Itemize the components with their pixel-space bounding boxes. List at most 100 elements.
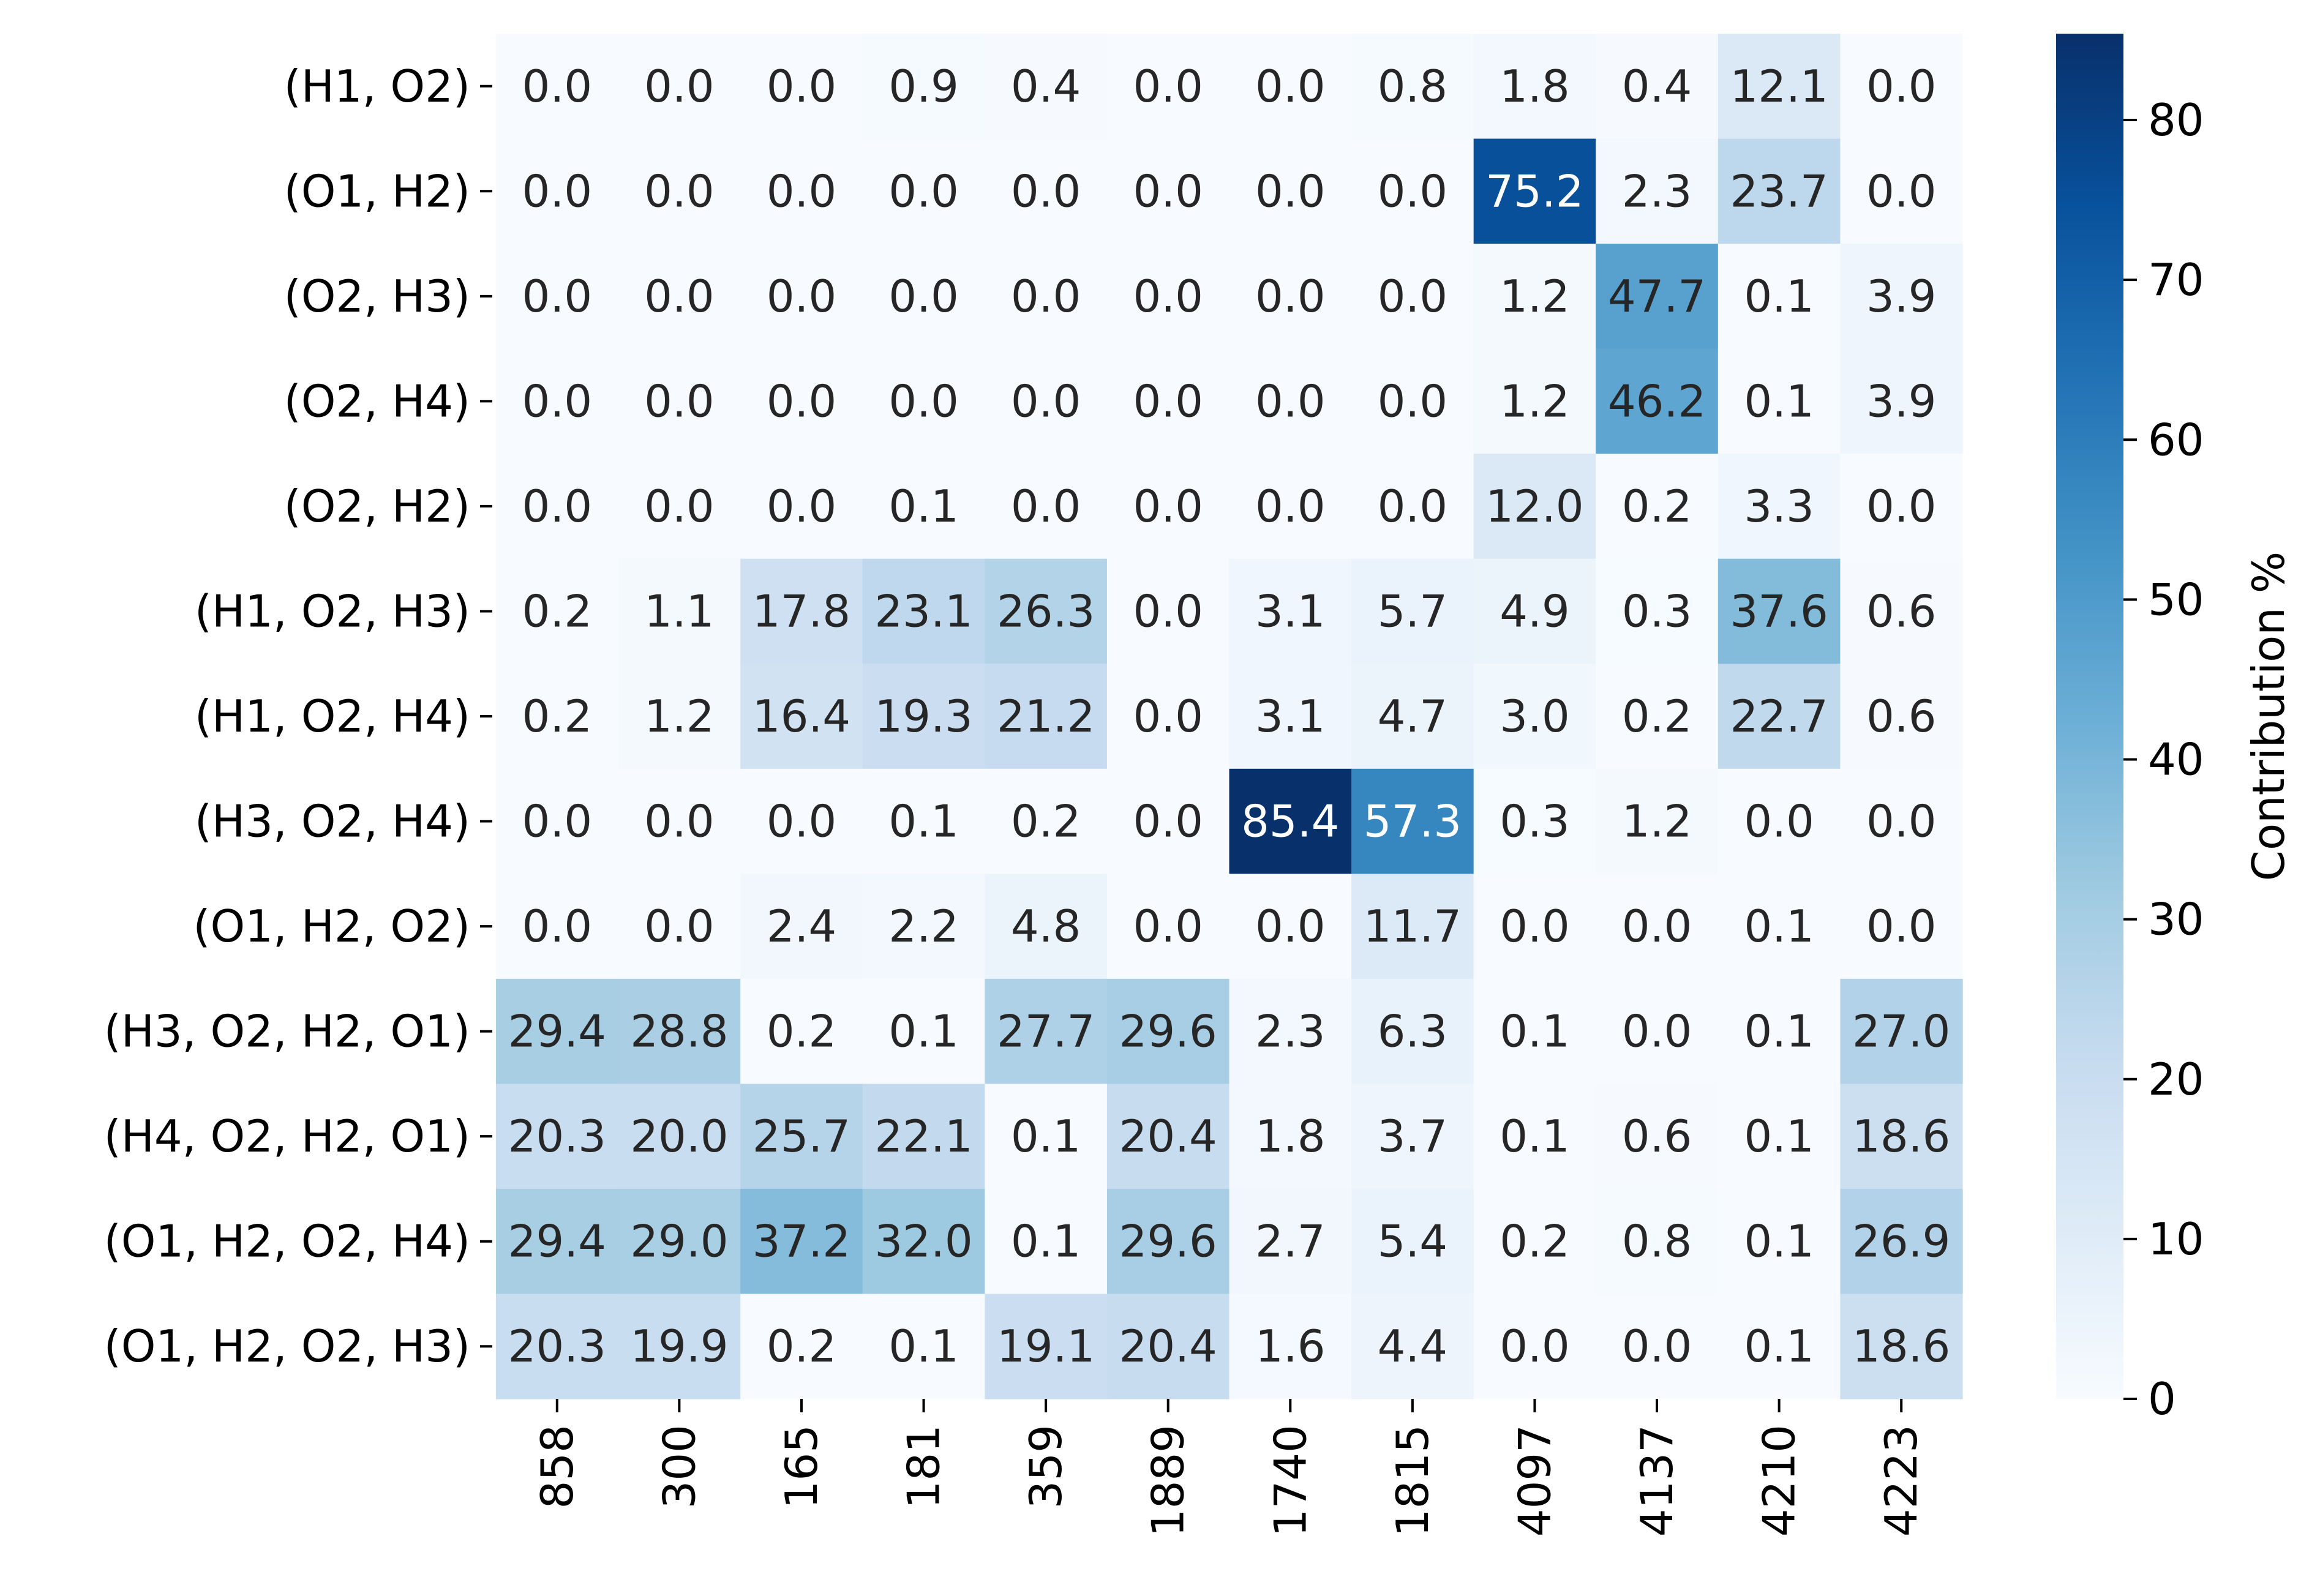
colorbar-ticks: 0 10 20 30 40 50 60 70 80 — [2123, 94, 2204, 1425]
heatmap-cell-label: 4.7 — [1378, 691, 1448, 742]
y-tick-label: (H3, O2, H4) — [195, 796, 470, 847]
heatmap-cell — [496, 138, 619, 244]
heatmap-cell-label: 57.3 — [1364, 796, 1462, 847]
heatmap-cell — [740, 768, 863, 874]
colorbar-label: Contribution % — [2243, 552, 2294, 881]
heatmap-cell-label: 22.7 — [1730, 691, 1828, 742]
heatmap-cell-label: 29.6 — [1119, 1006, 1217, 1057]
heatmap-cell — [618, 348, 741, 454]
x-tick-label: 300 — [653, 1425, 705, 1508]
heatmap-cell — [985, 874, 1108, 980]
heatmap-cell-label: 0.0 — [1744, 796, 1814, 847]
heatmap-cell-label: 0.0 — [1255, 375, 1326, 427]
heatmap-cell — [1596, 348, 1719, 454]
heatmap-cell — [1229, 664, 1352, 770]
heatmap-cell-label: 0.1 — [1500, 1111, 1570, 1162]
heatmap-cell — [862, 1084, 985, 1190]
colorbar: 0 10 20 30 40 50 60 70 80 Contribution % — [2056, 34, 2294, 1425]
heatmap-cell-label: 0.0 — [1378, 271, 1448, 322]
heatmap-cell — [862, 348, 985, 454]
heatmap-cell — [1473, 768, 1596, 874]
heatmap-cell-label: 0.2 — [522, 691, 593, 742]
heatmap-cell-label: 0.0 — [767, 375, 837, 427]
heatmap-cell-label: 0.0 — [888, 165, 959, 217]
heatmap-cell — [862, 138, 985, 244]
heatmap-cell-label: 0.8 — [1622, 1216, 1692, 1267]
heatmap-cell-label: 28.8 — [630, 1006, 728, 1057]
heatmap-cell-label: 0.2 — [767, 1321, 837, 1372]
heatmap-cell-label: 0.2 — [1011, 796, 1081, 847]
heatmap-cell — [1840, 768, 1963, 874]
heatmap-cell — [496, 1084, 619, 1190]
heatmap-cell — [1229, 978, 1352, 1084]
heatmap-cell-label: 20.4 — [1119, 1321, 1217, 1372]
heatmap-cell — [740, 664, 863, 770]
heatmap-cell-label: 4.4 — [1378, 1321, 1448, 1372]
heatmap-cell-label: 0.0 — [1133, 61, 1203, 112]
heatmap-cell-label: 0.2 — [1500, 1216, 1570, 1267]
heatmap-cell-label: 16.4 — [753, 691, 850, 742]
heatmap-cell — [1717, 874, 1841, 980]
heatmap-cell — [618, 34, 741, 140]
heatmap-cell — [740, 348, 863, 454]
heatmap-cell — [1596, 874, 1719, 980]
heatmap-cell — [1717, 558, 1841, 664]
heatmap-cell — [496, 978, 619, 1084]
heatmap-cell — [1596, 1084, 1719, 1190]
heatmap-cell — [985, 978, 1108, 1084]
heatmap-cell — [862, 978, 985, 1084]
heatmap-cell-label: 2.4 — [767, 901, 837, 952]
heatmap-cell — [1229, 1294, 1352, 1399]
heatmap-cell — [1717, 454, 1841, 560]
heatmap-cell-label: 0.0 — [1622, 901, 1692, 952]
heatmap-cell — [1106, 348, 1230, 454]
heatmap-cell-label: 1.2 — [1500, 271, 1570, 322]
colorbar-gradient-bar — [2056, 34, 2123, 1399]
heatmap-cell — [1351, 244, 1474, 350]
heatmap-cell — [1229, 34, 1352, 140]
heatmap-cell-label: 0.0 — [1133, 481, 1203, 532]
heatmap-cell-label: 0.0 — [644, 375, 715, 427]
heatmap-cell — [1840, 1084, 1963, 1190]
heatmap-cell-label: 21.2 — [997, 691, 1095, 742]
y-tick-label: (O2, H2) — [284, 481, 470, 532]
heatmap-cell-label: 37.2 — [753, 1216, 850, 1267]
colorbar-tick-label: 50 — [2148, 574, 2204, 625]
heatmap-cell-label: 0.1 — [888, 1006, 959, 1057]
heatmap-cell-label: 0.0 — [1622, 1321, 1692, 1372]
heatmap-cell — [618, 244, 741, 350]
heatmap-cell-label: 0.0 — [1255, 61, 1326, 112]
heatmap-cell-label: 27.7 — [997, 1006, 1095, 1057]
heatmap-cell-label: 75.2 — [1485, 165, 1583, 217]
heatmap-cell-label: 4.9 — [1500, 585, 1570, 637]
heatmap-cell — [1106, 978, 1230, 1084]
heatmap-cell-label: 1.2 — [644, 691, 715, 742]
heatmap-cell-label: 0.2 — [1622, 691, 1692, 742]
heatmap-cell-label: 23.1 — [874, 585, 972, 637]
heatmap-cell — [618, 978, 741, 1084]
heatmap-cell-label: 2.2 — [888, 901, 959, 952]
y-tick-label: (O1, H2) — [284, 165, 470, 217]
y-tick-label: (O1, H2, O2, H4) — [104, 1216, 470, 1267]
heatmap-cell-label: 0.0 — [767, 61, 837, 112]
heatmap-cell-label: 22.1 — [874, 1111, 972, 1162]
heatmap-cell-label: 0.0 — [644, 901, 715, 952]
heatmap-cell-label: 0.4 — [1011, 61, 1081, 112]
heatmap-cell — [1717, 768, 1841, 874]
x-tick-label: 858 — [531, 1425, 583, 1508]
y-tick-label: (O1, H2, O2) — [193, 901, 470, 952]
colorbar-tick-label: 40 — [2148, 734, 2204, 785]
heatmap-cell-label: 0.3 — [1622, 585, 1692, 637]
heatmap-cell-label: 0.1 — [888, 796, 959, 847]
heatmap-cell-label: 0.1 — [888, 1321, 959, 1372]
heatmap-cell — [1473, 978, 1596, 1084]
heatmap-cell — [985, 34, 1108, 140]
heatmap-cell — [740, 1188, 863, 1295]
heatmap-cell — [740, 454, 863, 560]
heatmap-cell-label: 20.4 — [1119, 1111, 1217, 1162]
heatmap-cell-label: 0.0 — [644, 271, 715, 322]
heatmap-cell — [862, 244, 985, 350]
x-tick-label: 4210 — [1754, 1425, 1805, 1537]
heatmap-cell-label: 1.1 — [644, 585, 715, 637]
heatmap-cell-label: 0.0 — [1866, 796, 1937, 847]
